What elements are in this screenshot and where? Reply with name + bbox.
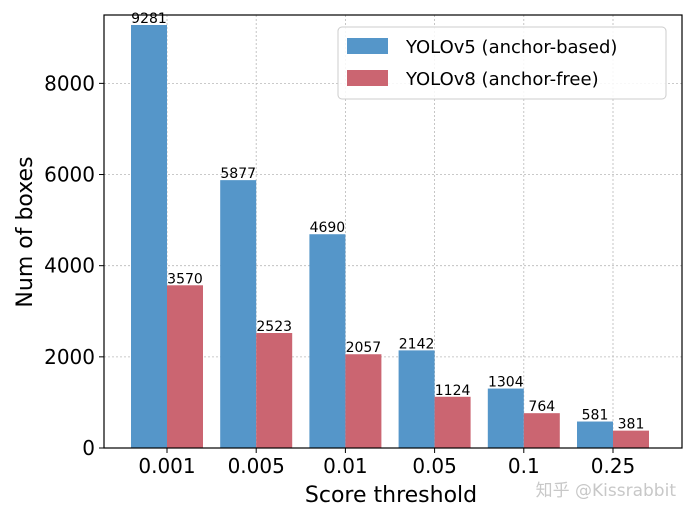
bar-value-label: 1304: [488, 375, 524, 391]
bar-yolov5: [131, 24, 167, 449]
y-tick-label: 2000: [44, 345, 95, 369]
bar-value-label: 2057: [346, 340, 382, 356]
bar-yolov5: [487, 388, 524, 448]
x-tick-label: 0.005: [228, 454, 285, 478]
bar-value-label: 2142: [399, 336, 435, 352]
watermark: 知乎 @Kissrabbit: [536, 481, 677, 501]
data-labels: 9281 5877 4690 2142 1304 581 3570 2523 2057 1124 7…: [131, 11, 644, 433]
x-tick-label: 0.25: [591, 454, 636, 478]
bar-yolov5: [398, 350, 435, 448]
legend-label: YOLOv8 (anchor-free): [405, 69, 599, 90]
bar-value-label: 1124: [435, 383, 471, 399]
y-axis-ticks: 0 2000 4000 6000 8000: [44, 71, 104, 460]
legend-swatch: [347, 70, 388, 86]
x-tick-label: 0.05: [412, 454, 457, 478]
x-tick-label: 0.1: [508, 454, 540, 478]
bar-yolov8: [523, 413, 560, 448]
bar-yolov5: [220, 180, 257, 449]
x-axis-label: Score threshold: [305, 483, 477, 508]
bar-value-label: 2523: [256, 319, 292, 335]
legend: YOLOv5 (anchor-based) YOLOv8 (anchor-free…: [337, 26, 667, 100]
bar-yolov8: [434, 396, 471, 448]
bar-value-label: 581: [582, 408, 609, 424]
bar-value-label: 4690: [310, 220, 346, 236]
plot-frame: [103, 14, 683, 449]
bar-yolov8: [613, 430, 649, 448]
bar-value-label: 5877: [220, 166, 256, 182]
y-tick-label: 6000: [44, 163, 95, 187]
legend-label: YOLOv5 (anchor-based): [405, 37, 617, 58]
y-tick-label: 8000: [44, 71, 95, 95]
bar-yolov8: [256, 333, 293, 448]
bar-yolov5: [577, 421, 613, 448]
y-tick-label: 0: [82, 436, 95, 460]
legend-box: [337, 26, 667, 100]
bar-value-label: 764: [528, 399, 555, 415]
bar-value-label: 3570: [167, 271, 203, 287]
bar-yolov8: [345, 354, 382, 448]
x-tick-label: 0.001: [138, 454, 195, 478]
x-axis-ticks: 0.001 0.005 0.01 0.05 0.1 0.25: [138, 448, 635, 478]
bar-value-label: 9281: [131, 11, 167, 27]
x-tick-label: 0.01: [323, 454, 368, 478]
bar-yolov5: [309, 234, 346, 448]
y-tick-label: 4000: [44, 254, 95, 278]
bar-yolov8: [167, 285, 203, 448]
legend-swatch: [347, 38, 388, 54]
bars: [131, 24, 649, 449]
y-axis-label: Num of boxes: [13, 156, 38, 307]
bar-value-label: 381: [618, 417, 645, 433]
